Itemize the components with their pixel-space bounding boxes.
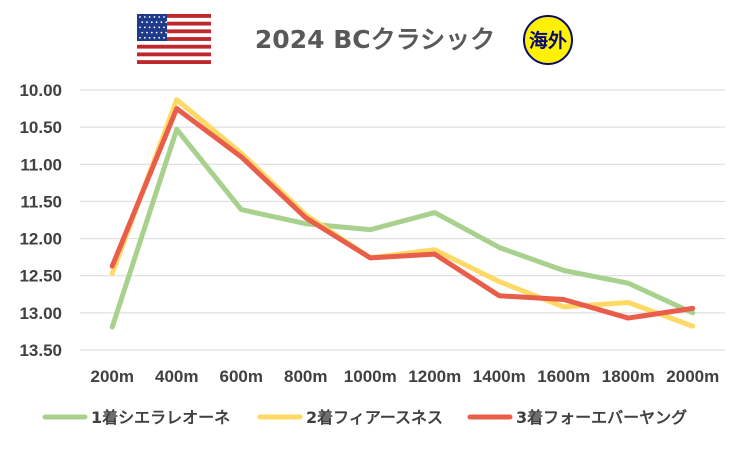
y-tick-label: 10.00: [19, 81, 62, 100]
legend-label: 2着フィアースネス: [306, 408, 443, 427]
series-line-1: [109, 126, 696, 330]
x-tick-label: 2000m: [666, 367, 719, 386]
x-tick-label: 800m: [284, 367, 327, 386]
grid: [80, 89, 725, 351]
legend-label: 3着フォーエバーヤング: [516, 408, 687, 427]
series-lines: [109, 97, 696, 330]
legend: 1着シエラレオーネ 2着フィアースネス 3着フォーエバーヤング: [42, 408, 687, 427]
y-tick-label: 12.50: [19, 267, 62, 286]
x-tick-label: 1800m: [602, 367, 655, 386]
x-tick-label: 200m: [91, 367, 134, 386]
y-tick-label: 13.50: [19, 341, 62, 360]
series-line-2: [109, 97, 696, 329]
overseas-badge-text: 海外: [529, 29, 567, 52]
y-tick-label: 11.50: [20, 192, 62, 211]
x-tick-label: 1400m: [473, 367, 526, 386]
series-line-3: [109, 106, 696, 321]
y-tick-label: 13.00: [19, 304, 62, 323]
x-tick-label: 1600m: [537, 367, 590, 386]
x-tick-label: 1200m: [408, 367, 461, 386]
y-tick-label: 12.00: [19, 230, 62, 249]
y-tick-label: 11.00: [20, 155, 62, 174]
x-tick-label: 600m: [220, 367, 263, 386]
chart-title: 2024 BCクラシック: [255, 25, 495, 54]
legend-label: 1着シエラレオーネ: [91, 408, 230, 427]
x-axis-ticks: 200m 400m 600m 800m 1000m 1200m 1400m 1600m 1800…: [91, 367, 720, 386]
x-tick-label: 400m: [155, 367, 198, 386]
y-axis-ticks: 10.00 10.50 11.00 11.50 12.00 12.50 13.00 13.50: [19, 81, 62, 360]
us-flag-icon: [137, 14, 211, 64]
x-tick-label: 1000m: [344, 367, 397, 386]
y-tick-label: 10.50: [19, 118, 62, 137]
overseas-badge: 海外: [523, 15, 573, 65]
